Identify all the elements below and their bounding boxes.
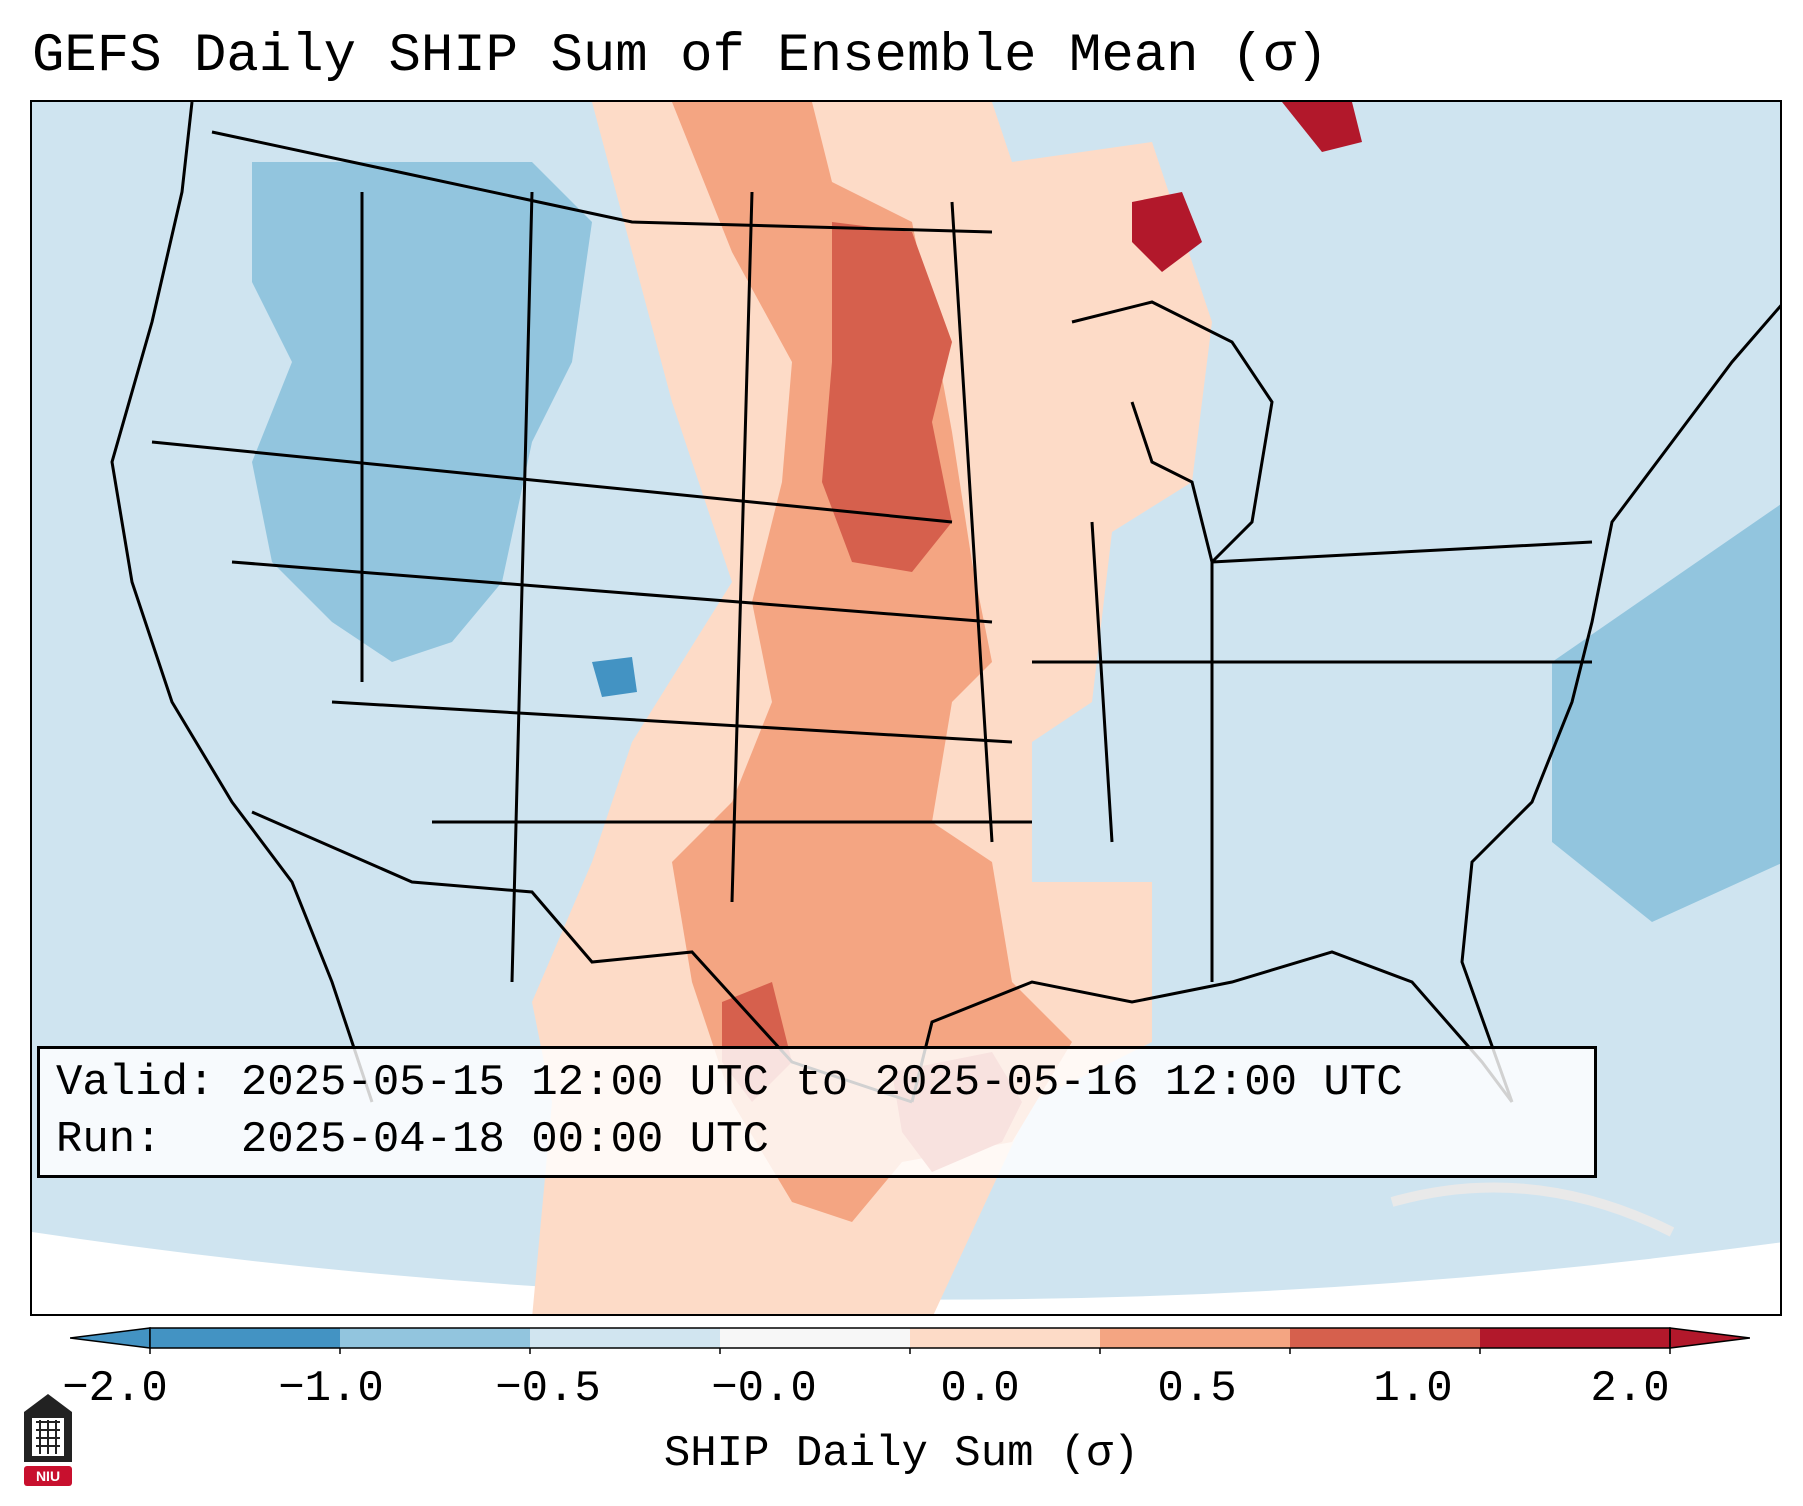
map-title: GEFS Daily SHIP Sum of Ensemble Mean (σ) xyxy=(32,26,1329,87)
coastline-west xyxy=(110,102,374,1103)
colorbar-bin xyxy=(720,1328,910,1348)
colorbar-tick-label: 2.0 xyxy=(1590,1364,1670,1414)
colorbar-bin xyxy=(1100,1328,1290,1348)
colorbar-bin xyxy=(1290,1328,1480,1348)
colorbar-bin xyxy=(530,1328,720,1348)
us-canada-border xyxy=(211,130,993,234)
colorbar-extend-low xyxy=(70,1327,151,1349)
colorbar-extend-high xyxy=(1669,1327,1750,1349)
colorbar xyxy=(70,1327,1750,1354)
anomaly-dark-red-hudson xyxy=(1282,102,1362,152)
run-line: Run: 2025-04-18 00:00 UTC xyxy=(56,1115,769,1165)
colorbar-bin xyxy=(150,1328,340,1348)
anomaly-medium-blue-east xyxy=(1552,504,1780,922)
great-lakes xyxy=(1071,300,1274,565)
logo-badge xyxy=(24,1466,72,1486)
logo-text: NIU xyxy=(36,1468,60,1484)
colorbar-bin xyxy=(1480,1328,1670,1348)
colorbar-tick-label: −0.0 xyxy=(711,1364,817,1414)
anomaly-dark-blue xyxy=(592,657,637,697)
gulf-coast xyxy=(910,950,1514,1103)
state-lines-vertical xyxy=(360,191,1214,983)
valid-line: Valid: 2025-05-15 12:00 UTC to 2025-05-1… xyxy=(56,1058,1403,1108)
anomaly-medium-blue-west xyxy=(252,162,592,662)
projection-edge xyxy=(32,1232,1780,1314)
cuba-watermark xyxy=(1390,1182,1675,1237)
state-lines-horizontal xyxy=(151,440,1593,824)
valid-run-box: Valid: 2025-05-15 12:00 UTC to 2025-05-1… xyxy=(37,1046,1597,1178)
anomaly-medium-red xyxy=(672,102,1072,1222)
colorbar-bin xyxy=(340,1328,530,1348)
colorbar-tick-label: −0.5 xyxy=(495,1364,601,1414)
colorbar-tick-label: −1.0 xyxy=(278,1364,384,1414)
anomaly-dark-red-north xyxy=(822,222,952,572)
colorbar-bin xyxy=(910,1328,1100,1348)
colorbar-label: SHIP Daily Sum (σ) xyxy=(663,1429,1140,1479)
colorbar-tick-label: −2.0 xyxy=(62,1364,168,1414)
niu-logo: NIU xyxy=(24,1394,72,1486)
colorbar-tick-label: 0.5 xyxy=(1157,1364,1237,1414)
anomaly-dark-red-lakes xyxy=(1132,192,1202,272)
colorbar-tick-label: 1.0 xyxy=(1373,1364,1453,1414)
colorbar-tick-label: 0.0 xyxy=(940,1364,1020,1414)
